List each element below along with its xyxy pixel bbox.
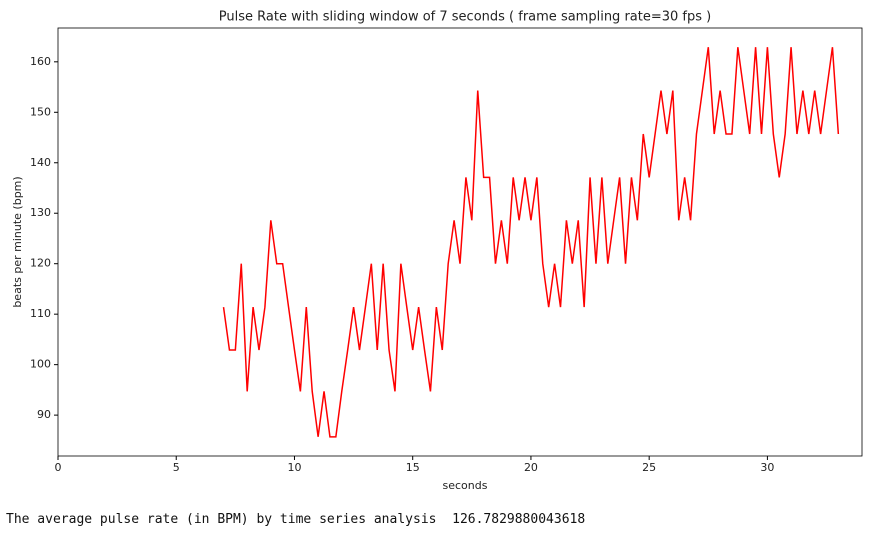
x-tick-label: 30 — [760, 461, 774, 474]
y-tick-label: 160 — [30, 55, 51, 68]
x-tick-label: 20 — [524, 461, 538, 474]
y-tick-label: 120 — [30, 257, 51, 270]
y-tick-label: 90 — [37, 408, 51, 421]
x-tick-label: 0 — [55, 461, 62, 474]
x-axis-label: seconds — [443, 479, 488, 492]
y-tick-label: 130 — [30, 206, 51, 219]
series-line — [222, 47, 840, 438]
y-tick-label: 140 — [30, 156, 51, 169]
y-tick-label: 100 — [30, 358, 51, 371]
y-axis-label: beats per minute (bpm) — [11, 176, 24, 307]
x-tick-label: 15 — [406, 461, 420, 474]
plot-frame — [57, 27, 863, 457]
x-tick-label: 10 — [287, 461, 301, 474]
y-tick-label: 150 — [30, 105, 51, 118]
y-tick-label: 110 — [30, 307, 51, 320]
chart: Pulse Rate with sliding window of 7 seco… — [11, 10, 863, 492]
x-tick-label: 5 — [173, 461, 180, 474]
x-tick-label: 25 — [642, 461, 656, 474]
output-text: The average pulse rate (in BPM) by time … — [6, 512, 586, 527]
chart-title: Pulse Rate with sliding window of 7 seco… — [219, 10, 711, 25]
